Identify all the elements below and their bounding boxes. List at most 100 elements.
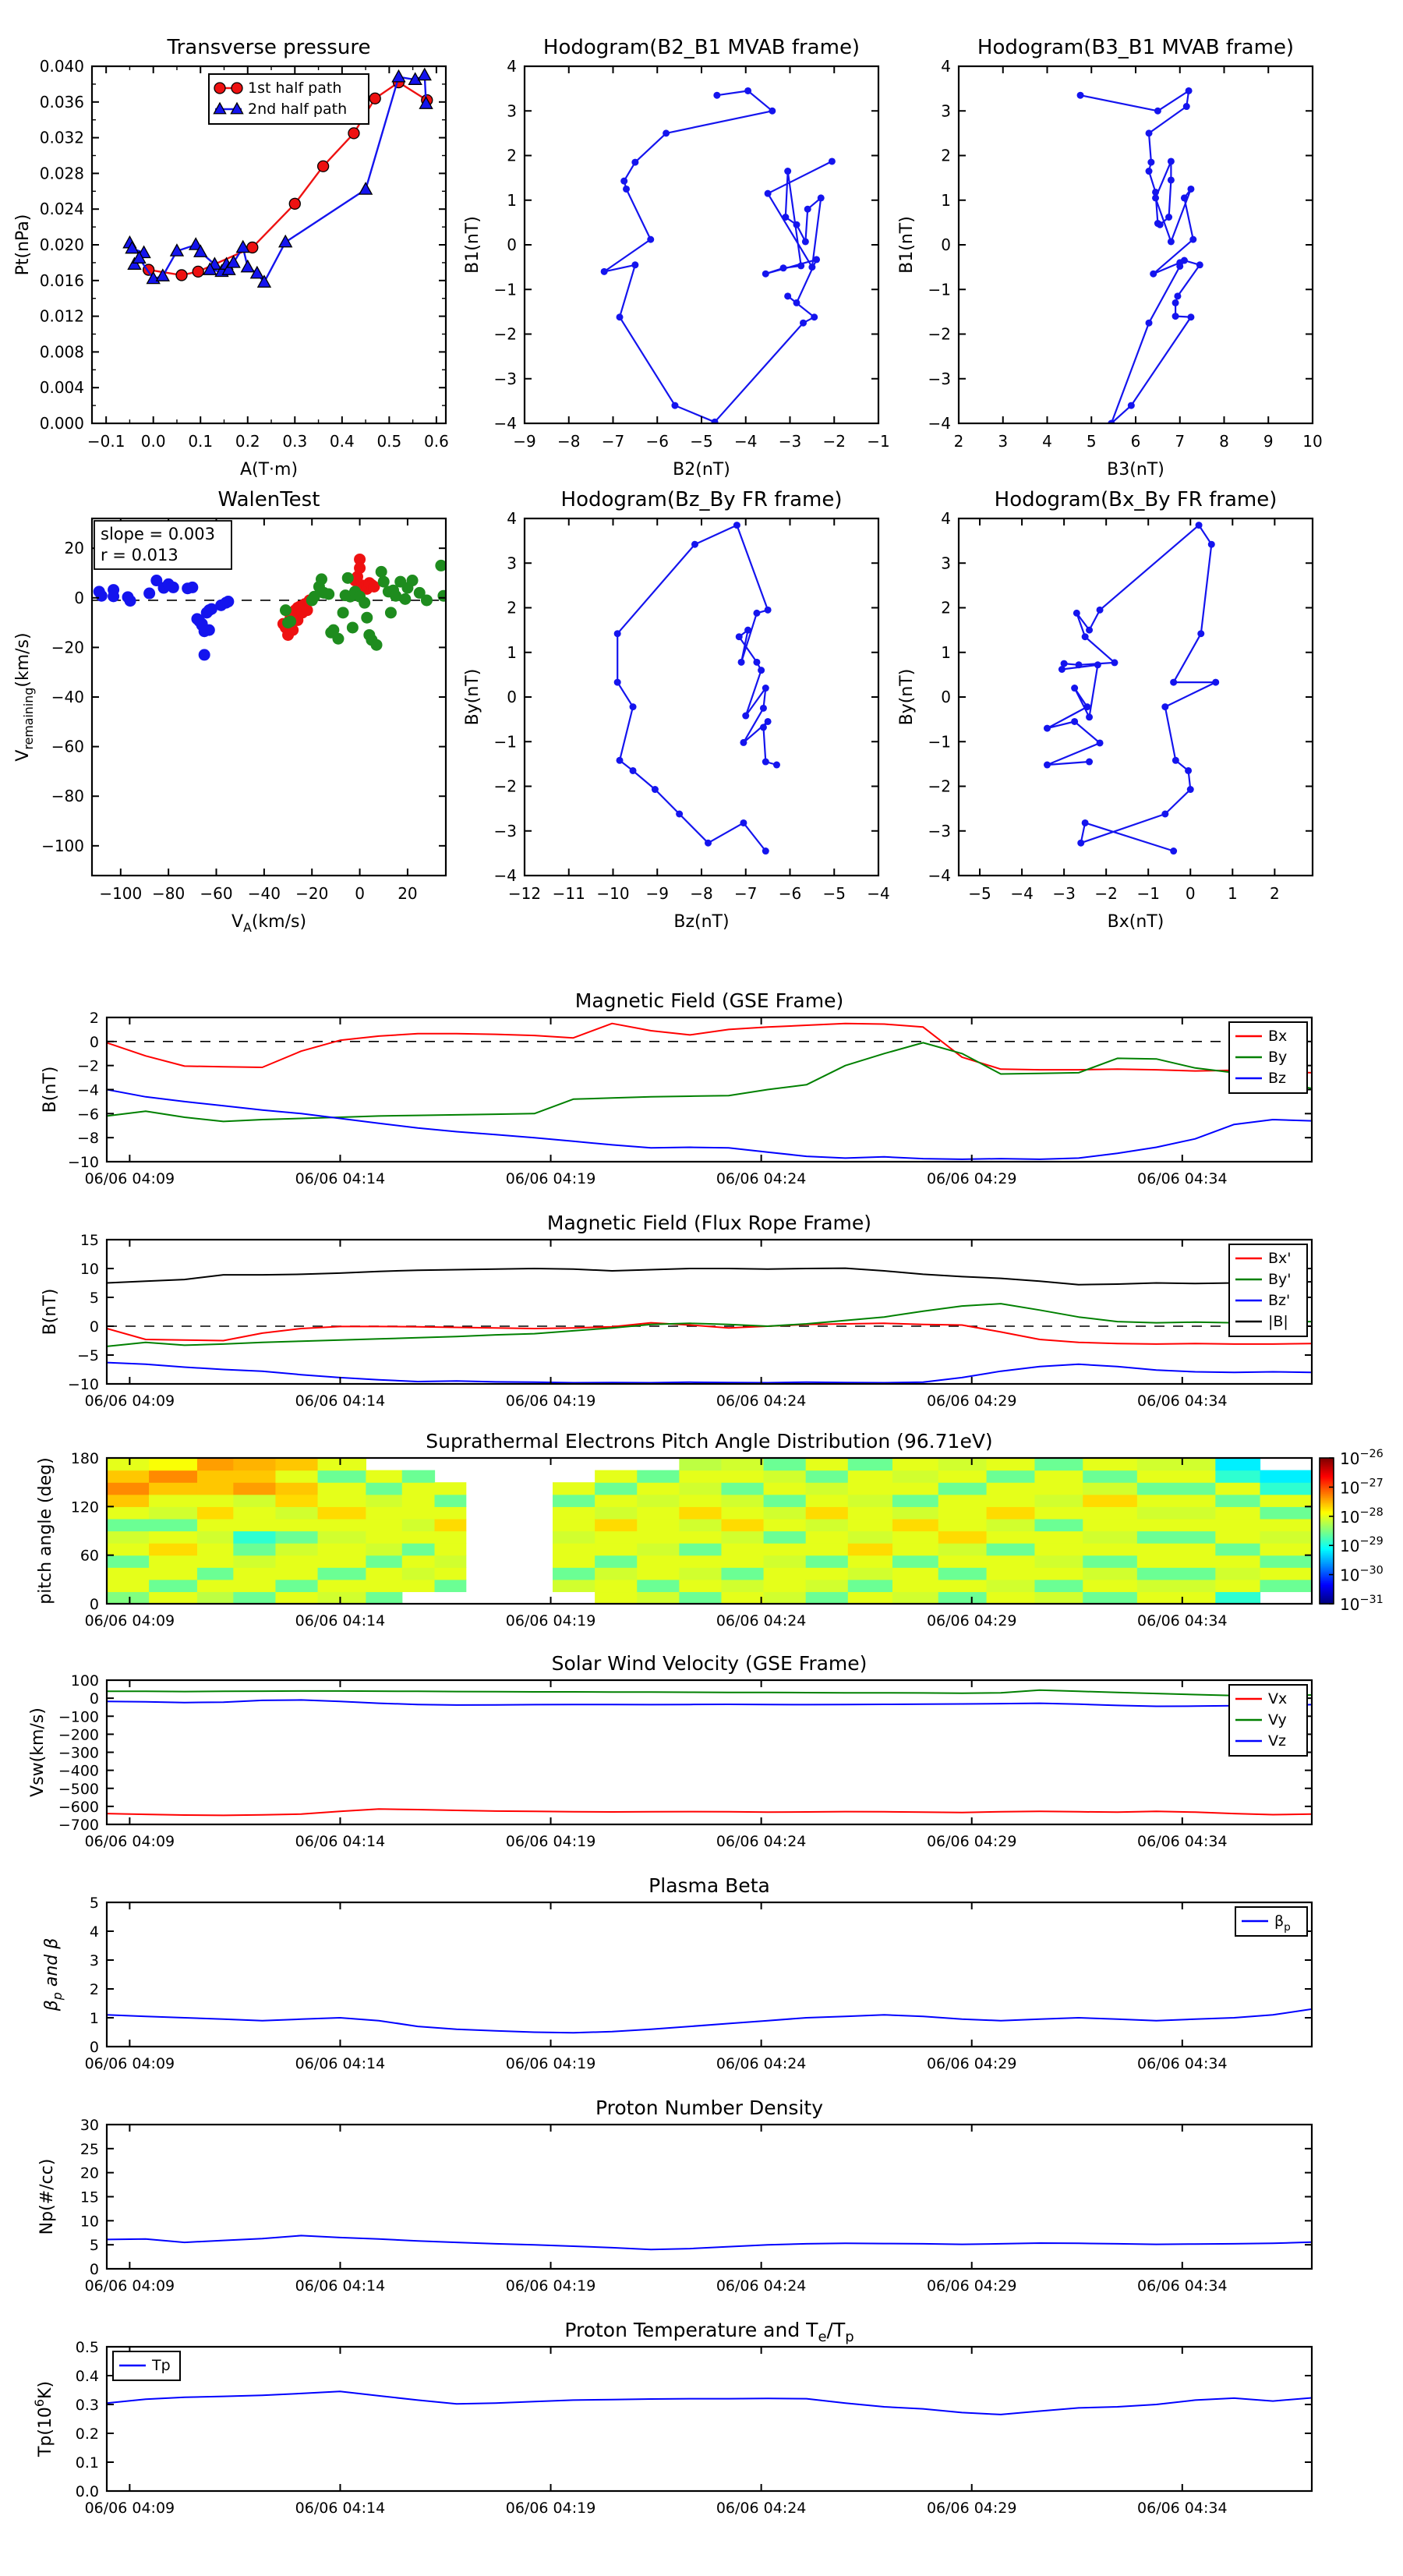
marker-dot <box>1156 221 1164 228</box>
colorbar-gradient <box>1320 1577 1334 1580</box>
marker-dot <box>1212 678 1220 686</box>
heatmap-cell <box>275 1506 319 1520</box>
marker-dot <box>1197 630 1205 638</box>
marker-dot <box>420 594 433 607</box>
marker-dot <box>811 313 818 321</box>
colorbar-gradient <box>1320 1509 1334 1512</box>
marker-dot <box>1172 299 1179 306</box>
chart-title: Magnetic Field (Flux Rope Frame) <box>547 1212 871 1234</box>
y-tick-label: −2 <box>928 325 951 344</box>
marker-dot <box>744 87 752 94</box>
marker-dot <box>651 786 659 794</box>
heatmap-cell <box>679 1543 723 1556</box>
heatmap-cell <box>679 1530 723 1544</box>
heatmap-cell <box>434 1494 467 1507</box>
x-tick-label: 06/06 04:19 <box>506 1170 596 1187</box>
colorbar-gradient <box>1320 1523 1334 1525</box>
y-tick-label: −10 <box>68 1376 99 1393</box>
marker-triangle <box>221 262 236 275</box>
heatmap-cell <box>233 1530 277 1544</box>
heatmap-cell <box>763 1506 807 1520</box>
y-tick-label: 4 <box>507 57 517 76</box>
y-tick-label: 3 <box>90 1952 99 1969</box>
heatmap-cell <box>938 1579 988 1593</box>
marker-dot <box>1077 839 1085 847</box>
heatmap-cell <box>1034 1518 1083 1532</box>
marker-dot <box>203 624 215 636</box>
y-tick-label: −2 <box>77 1058 99 1075</box>
x-tick-label: 06/06 04:19 <box>506 1833 596 1850</box>
y-tick-label: −2 <box>928 777 951 796</box>
marker-dot <box>1172 756 1179 764</box>
colorbar-gradient <box>1320 1472 1334 1475</box>
x-tick-label: −6 <box>779 884 801 903</box>
heatmap-cell <box>595 1567 638 1580</box>
legend-label: |B| <box>1268 1313 1288 1330</box>
marker-dot <box>753 609 761 617</box>
y-tick-label: 20 <box>80 2165 99 2182</box>
y-tick-label: −4 <box>77 1082 99 1099</box>
heatmap-cell <box>595 1591 638 1604</box>
chart-title: Hodogram(Bz_By FR frame) <box>561 488 843 511</box>
x-tick-label: −100 <box>99 884 142 903</box>
heatmap-cell <box>1136 1506 1216 1520</box>
heatmap-cell <box>275 1530 319 1544</box>
chart-vsw: 06/06 04:09 06/06 04:14 06/06 04:19 06/06 0… <box>28 1652 1313 1850</box>
series-line-Bz <box>107 1088 1312 1160</box>
y-tick-label: −1 <box>928 280 951 299</box>
colorbar-gradient <box>1320 1534 1334 1537</box>
marker-circle <box>288 197 301 210</box>
colorbar-gradient <box>1320 1521 1334 1524</box>
x-axis-label: Bx(nT) <box>1108 912 1164 932</box>
y-tick-label: −300 <box>58 1745 99 1762</box>
colorbar-gradient <box>1320 1529 1334 1532</box>
heatmap-cell <box>401 1543 436 1556</box>
marker-circle <box>348 127 360 140</box>
x-tick-label: 06/06 04:24 <box>716 1392 807 1410</box>
marker-dot <box>1086 713 1094 721</box>
heatmap-cell <box>595 1579 638 1593</box>
colorbar-gradient <box>1320 1476 1334 1479</box>
y-axis-label: βp and β <box>42 1938 65 2012</box>
plot-frame <box>105 1016 1313 1163</box>
heatmap-cell <box>637 1470 680 1483</box>
heatmap-cell <box>938 1567 988 1580</box>
marker-dot <box>620 177 628 185</box>
chart-title: Proton Number Density <box>595 2097 823 2119</box>
plot-frame <box>90 517 447 877</box>
colorbar-gradient <box>1320 1492 1334 1495</box>
heatmap-cell <box>763 1458 807 1471</box>
x-tick-label: 06/06 04:19 <box>506 2277 596 2295</box>
heatmap-cell <box>317 1543 366 1556</box>
series-line-B3_B1 path <box>1079 90 1201 423</box>
heatmap-cell <box>434 1579 467 1593</box>
colorbar-gradient <box>1320 1519 1334 1521</box>
marker-dot <box>600 267 608 275</box>
marker-dot <box>629 766 637 774</box>
colorbar-label: 10−30 <box>1340 1565 1384 1585</box>
y-axis-label: Vremaining(km/s) <box>13 632 36 761</box>
heatmap-cell <box>637 1506 680 1520</box>
marker-circle <box>316 160 330 172</box>
marker-dot <box>315 573 327 586</box>
y-tick-label: 4 <box>941 57 951 76</box>
plot-frame <box>105 1901 1313 2048</box>
y-tick-label: 4 <box>507 509 517 528</box>
x-tick-label: 06/06 04:34 <box>1137 1612 1228 1629</box>
y-tick-label: 10 <box>80 2213 99 2230</box>
chart-title: Proton Temperature and Te/Tp <box>564 2319 853 2345</box>
heatmap-cell <box>196 1579 234 1593</box>
y-tick-label: 0.016 <box>40 271 84 290</box>
plot-frame <box>957 517 1314 877</box>
heatmap-cell <box>637 1518 680 1532</box>
marker-dot <box>735 633 743 641</box>
x-tick-label: 5 <box>1087 432 1097 451</box>
heatmap-cell <box>595 1506 638 1520</box>
heatmap-cell <box>1215 1579 1261 1593</box>
y-axis-label: Pt(nPa) <box>13 214 33 276</box>
x-tick-label: −1 <box>867 432 889 451</box>
y-tick-label: 0.040 <box>40 57 84 76</box>
x-tick-label: −9 <box>513 432 535 451</box>
y-tick-label: 5 <box>90 1290 99 1307</box>
y-tick-label: 1 <box>941 643 951 662</box>
